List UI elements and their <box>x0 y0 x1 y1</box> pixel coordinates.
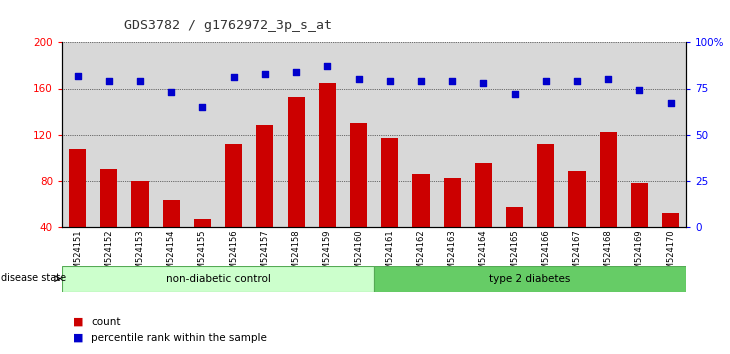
Bar <box>569 171 585 227</box>
Text: ■: ■ <box>73 317 83 327</box>
Text: disease state: disease state <box>1 273 66 283</box>
Bar <box>412 174 429 227</box>
Point <box>665 101 677 106</box>
Point <box>571 78 583 84</box>
Point <box>540 78 552 84</box>
Bar <box>225 144 242 227</box>
Point <box>72 73 83 79</box>
Bar <box>374 266 686 292</box>
Point <box>415 78 427 84</box>
Point <box>321 64 333 69</box>
Bar <box>131 181 149 227</box>
Point <box>166 89 177 95</box>
Text: percentile rank within the sample: percentile rank within the sample <box>91 333 267 343</box>
Bar <box>319 83 336 227</box>
Point <box>509 91 520 97</box>
Bar <box>631 183 648 227</box>
Point <box>291 69 302 75</box>
Point <box>384 78 396 84</box>
Point <box>446 78 458 84</box>
Text: count: count <box>91 317 120 327</box>
Bar <box>662 213 679 227</box>
Text: type 2 diabetes: type 2 diabetes <box>490 274 571 284</box>
Text: non-diabetic control: non-diabetic control <box>166 274 271 284</box>
Bar <box>194 218 211 227</box>
Bar <box>381 138 399 227</box>
Bar <box>444 178 461 227</box>
Point <box>353 76 364 82</box>
Bar <box>599 132 617 227</box>
Point <box>228 75 239 80</box>
Text: ■: ■ <box>73 333 83 343</box>
Bar <box>69 149 86 227</box>
Bar <box>537 144 554 227</box>
Point <box>134 78 146 84</box>
Bar <box>288 97 304 227</box>
Point <box>103 78 115 84</box>
Bar <box>474 163 492 227</box>
Point <box>477 80 489 86</box>
Bar <box>256 125 274 227</box>
Point <box>259 71 271 76</box>
Point <box>634 87 645 93</box>
Bar <box>163 200 180 227</box>
Bar <box>62 266 374 292</box>
Bar <box>350 123 367 227</box>
Bar <box>100 169 118 227</box>
Point <box>196 104 208 110</box>
Point <box>602 76 614 82</box>
Bar <box>506 207 523 227</box>
Text: GDS3782 / g1762972_3p_s_at: GDS3782 / g1762972_3p_s_at <box>124 19 332 33</box>
